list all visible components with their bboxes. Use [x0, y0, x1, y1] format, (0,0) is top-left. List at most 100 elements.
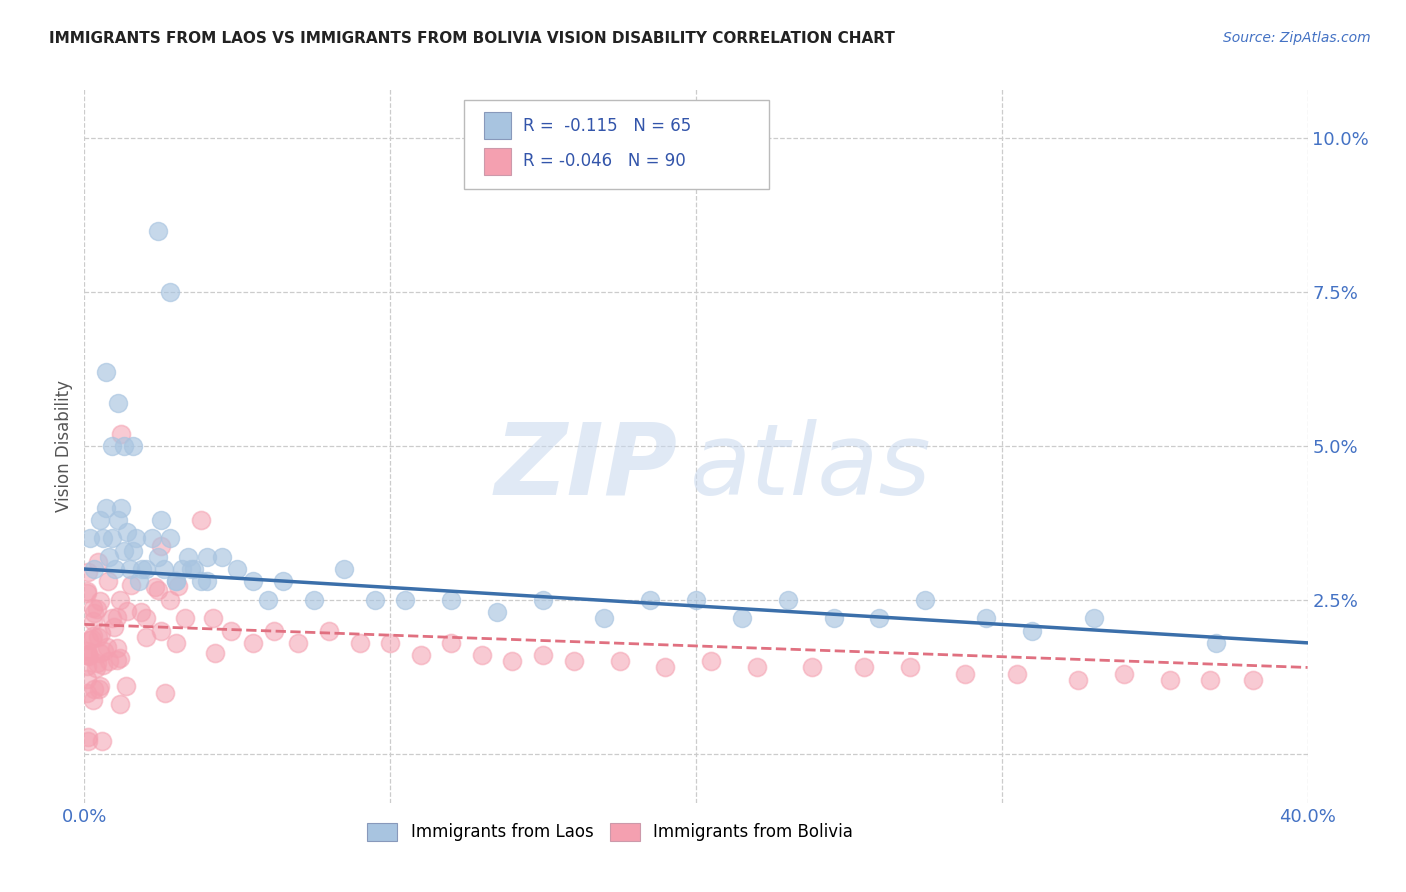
- Immigrants from Laos: [183, 562, 205, 576]
- Immigrants from Bolivia: [89, 646, 111, 660]
- Immigrants from Bolivia: [91, 657, 114, 672]
- Immigrants from Laos: [776, 592, 799, 607]
- Immigrants from Laos: [153, 562, 176, 576]
- Immigrants from Laos: [823, 611, 845, 625]
- Immigrants from Bolivia: [471, 648, 494, 662]
- Immigrants from Bolivia: [83, 682, 105, 697]
- Immigrants from Bolivia: [76, 648, 98, 662]
- Immigrants from Bolivia: [97, 574, 120, 589]
- Immigrants from Bolivia: [91, 734, 114, 748]
- Immigrants from Laos: [302, 592, 325, 607]
- Immigrants from Bolivia: [77, 649, 100, 664]
- Immigrants from Bolivia: [76, 658, 98, 673]
- Immigrants from Bolivia: [76, 643, 98, 657]
- Immigrants from Bolivia: [89, 680, 111, 694]
- Immigrants from Laos: [333, 562, 356, 576]
- Immigrants from Laos: [107, 396, 129, 410]
- Immigrants from Bolivia: [77, 734, 100, 748]
- Immigrants from Laos: [869, 611, 891, 625]
- Immigrants from Bolivia: [201, 611, 224, 625]
- Immigrants from Bolivia: [853, 660, 876, 674]
- Immigrants from Bolivia: [1005, 666, 1028, 681]
- Immigrants from Bolivia: [76, 586, 98, 600]
- Immigrants from Bolivia: [898, 660, 921, 674]
- Immigrants from Laos: [110, 500, 132, 515]
- Immigrants from Laos: [122, 543, 145, 558]
- Y-axis label: Vision Disability: Vision Disability: [55, 380, 73, 512]
- Immigrants from Bolivia: [165, 636, 187, 650]
- Legend: Immigrants from Laos, Immigrants from Bolivia: Immigrants from Laos, Immigrants from Bo…: [361, 816, 860, 848]
- Immigrants from Laos: [159, 285, 181, 300]
- Immigrants from Laos: [165, 574, 187, 589]
- Immigrants from Bolivia: [242, 636, 264, 650]
- Immigrants from Bolivia: [409, 648, 432, 662]
- Immigrants from Bolivia: [76, 647, 98, 661]
- Immigrants from Laos: [211, 549, 233, 564]
- Immigrants from Bolivia: [349, 636, 371, 650]
- Immigrants from Bolivia: [1114, 666, 1136, 681]
- Immigrants from Laos: [91, 531, 114, 545]
- Immigrants from Bolivia: [801, 660, 824, 674]
- Immigrants from Laos: [364, 592, 387, 607]
- Immigrants from Bolivia: [105, 610, 128, 624]
- Immigrants from Bolivia: [77, 730, 100, 744]
- Immigrants from Laos: [172, 562, 194, 576]
- Immigrants from Bolivia: [146, 583, 169, 598]
- Immigrants from Bolivia: [747, 660, 769, 674]
- Immigrants from Laos: [486, 605, 509, 619]
- Immigrants from Bolivia: [76, 672, 98, 686]
- Immigrants from Laos: [593, 611, 616, 625]
- Immigrants from Bolivia: [90, 626, 112, 640]
- Immigrants from Bolivia: [108, 697, 131, 711]
- Immigrants from Laos: [107, 513, 129, 527]
- Immigrants from Bolivia: [166, 579, 188, 593]
- Immigrants from Bolivia: [76, 686, 98, 700]
- Immigrants from Bolivia: [502, 654, 524, 668]
- Immigrants from Bolivia: [84, 661, 107, 675]
- Text: IMMIGRANTS FROM LAOS VS IMMIGRANTS FROM BOLIVIA VISION DISABILITY CORRELATION CH: IMMIGRANTS FROM LAOS VS IMMIGRANTS FROM …: [49, 31, 896, 46]
- Immigrants from Bolivia: [174, 611, 197, 625]
- Immigrants from Laos: [135, 562, 157, 576]
- Immigrants from Laos: [146, 549, 169, 564]
- Text: ZIP: ZIP: [495, 419, 678, 516]
- Immigrants from Laos: [83, 562, 105, 576]
- Immigrants from Bolivia: [609, 654, 631, 668]
- Immigrants from Laos: [94, 500, 117, 515]
- Immigrants from Bolivia: [93, 643, 115, 657]
- Immigrants from Laos: [195, 574, 218, 589]
- Immigrants from Bolivia: [86, 656, 108, 670]
- Immigrants from Bolivia: [82, 693, 104, 707]
- Immigrants from Bolivia: [219, 624, 242, 638]
- Immigrants from Bolivia: [114, 679, 136, 693]
- Immigrants from Laos: [146, 224, 169, 238]
- Immigrants from Laos: [257, 592, 280, 607]
- Immigrants from Laos: [122, 439, 145, 453]
- Immigrants from Bolivia: [120, 578, 142, 592]
- Immigrants from Laos: [104, 562, 127, 576]
- Immigrants from Bolivia: [263, 624, 285, 638]
- Immigrants from Laos: [914, 592, 936, 607]
- Immigrants from Bolivia: [87, 682, 110, 697]
- Immigrants from Bolivia: [76, 583, 98, 598]
- Immigrants from Laos: [79, 531, 101, 545]
- Immigrants from Bolivia: [98, 654, 121, 668]
- Immigrants from Bolivia: [159, 592, 181, 607]
- Text: Source: ZipAtlas.com: Source: ZipAtlas.com: [1223, 31, 1371, 45]
- Immigrants from Laos: [1083, 611, 1105, 625]
- Immigrants from Bolivia: [135, 611, 157, 625]
- Immigrants from Bolivia: [80, 632, 103, 647]
- Immigrants from Bolivia: [287, 636, 309, 650]
- Immigrants from Laos: [125, 531, 148, 545]
- Immigrants from Laos: [1205, 636, 1227, 650]
- Immigrants from Bolivia: [153, 686, 176, 700]
- Immigrants from Bolivia: [110, 426, 132, 441]
- Immigrants from Bolivia: [86, 601, 108, 615]
- Immigrants from Laos: [177, 549, 200, 564]
- Immigrants from Bolivia: [82, 600, 104, 615]
- Immigrants from Bolivia: [83, 606, 105, 620]
- Immigrants from Laos: [101, 531, 124, 545]
- Immigrants from Bolivia: [96, 640, 118, 654]
- Immigrants from Bolivia: [1159, 673, 1181, 687]
- Immigrants from Bolivia: [135, 631, 157, 645]
- Immigrants from Laos: [159, 531, 181, 545]
